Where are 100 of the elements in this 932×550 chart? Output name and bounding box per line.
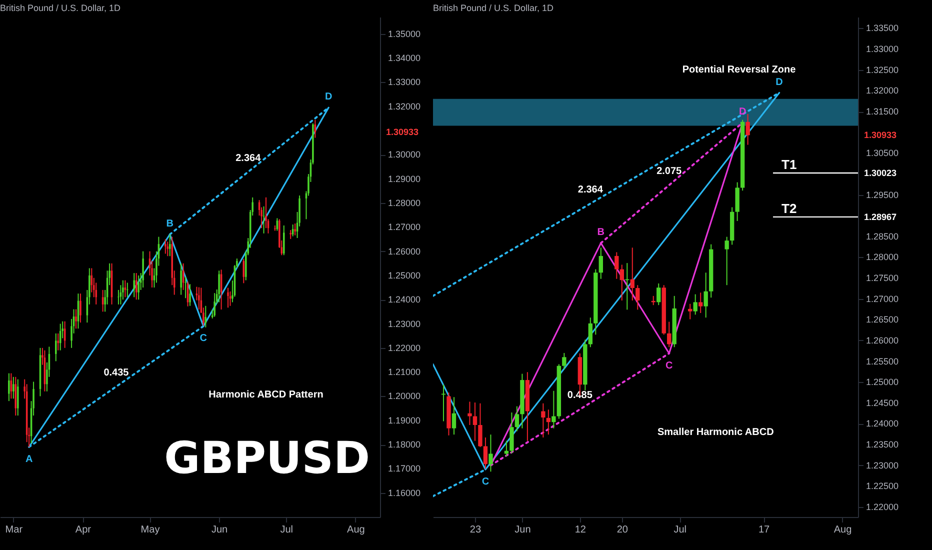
candlestick xyxy=(12,376,14,400)
candlestick xyxy=(198,286,200,310)
x-tick-label: May xyxy=(140,524,160,536)
y-tick-label: 1.22500 xyxy=(866,481,899,492)
candlestick xyxy=(294,223,296,236)
candlestick xyxy=(16,378,19,416)
candlestick xyxy=(693,294,698,316)
y-tick-label: 1.35000 xyxy=(388,28,421,39)
candlestick xyxy=(75,308,77,330)
candlestick xyxy=(218,270,220,303)
candlestick xyxy=(133,272,136,298)
candlestick xyxy=(262,206,265,234)
data-label: C xyxy=(482,476,490,488)
text: 1.30933 xyxy=(864,130,897,140)
x-tick-label: Jul xyxy=(280,524,294,536)
candlestick xyxy=(468,401,472,426)
y-tick-label: 1.16000 xyxy=(388,488,421,498)
y-tick-label: 1.25500 xyxy=(866,356,899,366)
candlestick xyxy=(510,412,514,454)
ref-line-label: T2 xyxy=(782,200,797,216)
data-label: A xyxy=(25,454,33,465)
candlestick xyxy=(164,238,166,254)
candlestick xyxy=(80,293,82,324)
y-tick-label: 1.24500 xyxy=(866,398,899,408)
annotation: Smaller Harmonic ABCD xyxy=(657,427,774,438)
candlestick xyxy=(168,234,171,257)
candlestick xyxy=(452,396,456,436)
candlestick xyxy=(724,236,729,286)
candlestick xyxy=(688,303,692,320)
candlestick xyxy=(180,262,182,296)
y-tick-label: 1.30500 xyxy=(866,148,899,158)
candlestick xyxy=(189,284,191,306)
x-tick-label: 20 xyxy=(616,524,628,536)
candlestick xyxy=(614,252,619,280)
candlestick xyxy=(562,352,566,370)
x-tick-label: Aug xyxy=(834,524,852,536)
y-tick-label: 1.25000 xyxy=(388,270,421,280)
y-tick-label: 1.23000 xyxy=(388,318,421,329)
y-tick-label: 1.30000 xyxy=(388,150,421,160)
candlestick xyxy=(282,224,285,256)
x-tick-label: Aug xyxy=(347,524,365,536)
y-tick-label: 1.33500 xyxy=(866,23,899,34)
candlestick xyxy=(656,282,661,306)
annotation: Harmonic ABCD Pattern xyxy=(208,390,324,400)
data-label: D xyxy=(738,106,746,118)
text: 1.30933 xyxy=(386,127,419,138)
y-tick-label: 1.23500 xyxy=(866,440,899,450)
y-tick-label: 1.26000 xyxy=(388,246,421,256)
candlestick xyxy=(214,292,216,318)
y-tick-label: 1.32000 xyxy=(388,101,421,112)
candlestick xyxy=(598,247,603,280)
data-label: B xyxy=(166,218,174,230)
y-tick-label: 1.29000 xyxy=(388,174,421,184)
y-tick-label: 1.22000 xyxy=(866,502,899,512)
x-tick-label: Jul xyxy=(674,524,687,536)
y-tick-label: 1.20000 xyxy=(388,391,421,402)
candlestick xyxy=(122,280,124,300)
candlestick xyxy=(636,284,640,310)
x-tick-label: Jun xyxy=(211,524,228,536)
annotation: 2.075 xyxy=(656,166,682,178)
data-label: B xyxy=(597,227,605,238)
candlestick xyxy=(483,436,488,470)
annotation: 2.364 xyxy=(578,184,604,196)
y-tick-label: 1.21000 xyxy=(388,367,421,378)
candlestick xyxy=(698,292,703,314)
y-tick-label: 1.27000 xyxy=(866,294,899,304)
ref-line-label: T1 xyxy=(782,156,797,172)
annotation: 0.485 xyxy=(567,390,593,402)
candlestick xyxy=(184,276,186,299)
candlestick xyxy=(227,287,229,308)
candlestick xyxy=(620,264,624,302)
candlestick xyxy=(126,282,128,298)
y-tick-label: 1.28500 xyxy=(866,231,899,242)
annotation: 0.435 xyxy=(104,368,130,379)
candlestick xyxy=(541,402,546,438)
y-tick-label: 1.23000 xyxy=(866,460,899,470)
band-label: Potential Reversal Zone xyxy=(682,64,796,76)
candlestick xyxy=(514,406,520,432)
candlestick xyxy=(746,114,750,146)
x-tick-label: 23 xyxy=(470,524,482,536)
annotation: GBPUSD xyxy=(164,433,370,484)
candlestick xyxy=(57,332,60,351)
data-label: D xyxy=(776,76,783,88)
y-tick-label: 1.32000 xyxy=(866,86,899,96)
y-tick-label: 1.31500 xyxy=(866,106,899,117)
y-tick-label: 1.25000 xyxy=(866,377,899,388)
candlestick xyxy=(488,434,493,472)
candlestick xyxy=(552,390,556,429)
y-tick-label: 1.22000 xyxy=(388,342,421,353)
candlestick xyxy=(118,289,120,305)
x-tick-label: 17 xyxy=(758,524,770,536)
text: 1.28967 xyxy=(864,212,897,222)
y-tick-label: 1.33000 xyxy=(866,44,899,54)
candlestick xyxy=(138,274,140,300)
y-tick-label: 1.27500 xyxy=(866,273,899,284)
y-tick-label: 1.28000 xyxy=(388,198,421,208)
data-label: C xyxy=(665,360,673,372)
candlestick xyxy=(630,247,634,302)
candlestick xyxy=(472,402,478,442)
y-tick-label: 1.24000 xyxy=(388,294,421,305)
